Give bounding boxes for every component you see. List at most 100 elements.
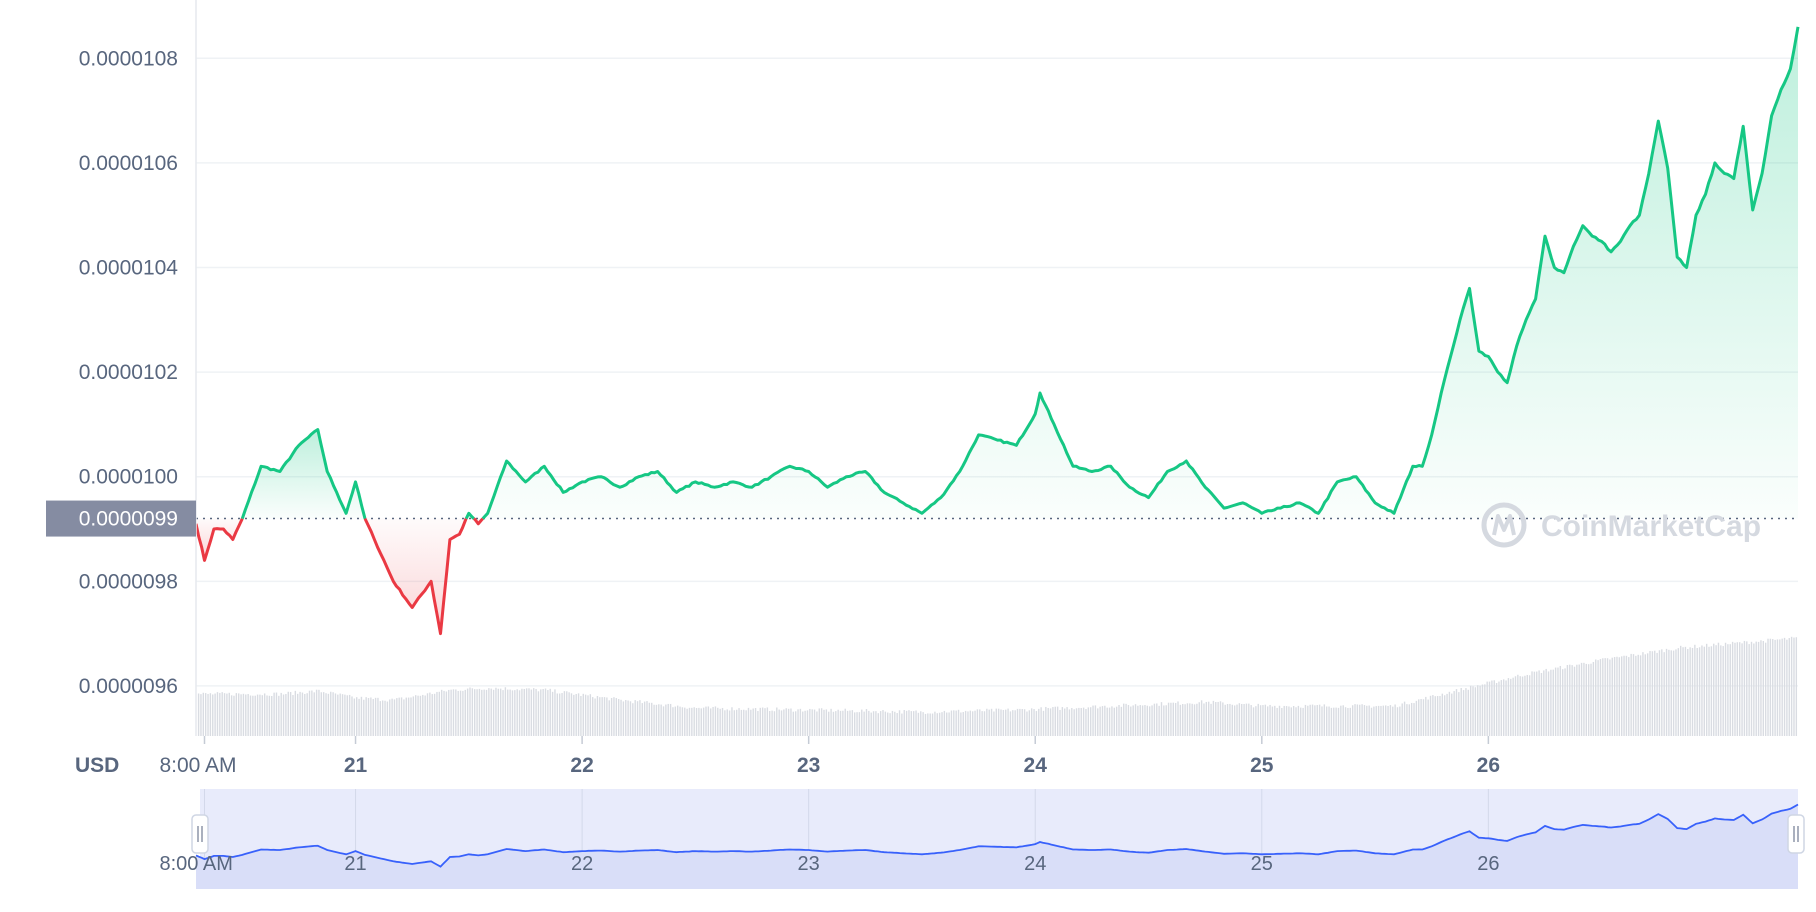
volume-bar xyxy=(1611,657,1613,736)
volume-bar xyxy=(1002,710,1005,736)
volume-bar xyxy=(1005,709,1007,736)
volume-bar xyxy=(1030,708,1033,736)
volume-bar xyxy=(964,710,967,736)
volume-bar xyxy=(499,688,502,736)
volume-bar xyxy=(271,695,273,736)
volume-bar xyxy=(1639,655,1642,736)
volume-bar xyxy=(1691,647,1694,736)
volume-bar xyxy=(1160,702,1163,736)
volume-bar xyxy=(835,711,837,736)
volume-bar xyxy=(910,711,913,736)
x-tick-label: 21 xyxy=(344,754,368,777)
volume-bar xyxy=(929,713,931,736)
volume-bar xyxy=(658,704,660,736)
volume-bar xyxy=(393,699,396,736)
volume-bar xyxy=(306,693,308,736)
volume-bar xyxy=(1045,706,1047,736)
volume-bar xyxy=(1311,704,1314,736)
volume-bar xyxy=(1637,654,1639,736)
volume-bar xyxy=(946,712,948,736)
volume-bar xyxy=(844,708,846,736)
volume-bar xyxy=(1779,639,1781,736)
volume-bar xyxy=(322,692,325,736)
volume-bar xyxy=(901,713,903,736)
volume-bar xyxy=(1734,642,1736,736)
volume-bar xyxy=(724,710,726,736)
navigator-tick-label: 26 xyxy=(1477,853,1499,875)
volume-bar xyxy=(1477,685,1479,736)
volume-bar xyxy=(1153,703,1156,736)
volume-bar xyxy=(995,708,997,736)
volume-bar xyxy=(1285,706,1288,736)
volume-bar xyxy=(1342,705,1344,736)
volume-bar xyxy=(448,689,450,736)
volume-bar xyxy=(254,695,256,736)
volume-bar xyxy=(936,713,938,736)
handle-body[interactable] xyxy=(1787,814,1805,854)
volume-bar xyxy=(1623,655,1625,736)
navigator[interactable]: 8:00 AM 21 22 23 24 25 26 xyxy=(159,789,1805,889)
volume-bar xyxy=(941,712,943,736)
volume-bar xyxy=(879,711,882,736)
volume-bar xyxy=(1774,639,1776,736)
volume-bar xyxy=(535,688,537,736)
line-up xyxy=(240,428,367,520)
volume-bar xyxy=(1259,705,1262,736)
volume-bar xyxy=(990,708,993,736)
volume-bar xyxy=(294,690,297,736)
volume-bar xyxy=(912,711,915,736)
volume-bar xyxy=(1604,658,1606,736)
volume-bar xyxy=(1255,706,1257,736)
volume-bar xyxy=(1064,708,1066,736)
volume-bar xyxy=(1543,670,1545,736)
volume-bar xyxy=(1337,707,1340,736)
volume-bar xyxy=(828,711,830,736)
volume-bar xyxy=(1635,655,1637,736)
volume-bar xyxy=(1262,705,1264,736)
volume-bar xyxy=(1578,664,1580,736)
volume-bar xyxy=(948,712,950,736)
handle-body[interactable] xyxy=(191,814,209,854)
volume-bar xyxy=(596,695,599,736)
volume-bar xyxy=(785,708,787,736)
volume-bar xyxy=(1134,704,1137,736)
x-tick-label: 22 xyxy=(570,754,593,777)
volume-bar xyxy=(653,704,655,736)
navigator-left-handle-icon[interactable] xyxy=(191,814,209,854)
y-tick-label: 0.0000100 xyxy=(79,466,178,489)
volume-bar xyxy=(839,710,842,736)
volume-bar xyxy=(617,699,620,736)
volume-bar xyxy=(1179,704,1182,736)
volume-bar xyxy=(853,712,856,736)
volume-bar xyxy=(1760,640,1762,736)
volume-bar xyxy=(1677,648,1680,736)
volume-bar xyxy=(636,701,639,736)
volume-bar xyxy=(1189,703,1191,736)
volume-bar xyxy=(660,704,662,736)
volume-bar xyxy=(1071,708,1073,736)
volume-bar xyxy=(374,697,377,736)
volume-bar xyxy=(1082,707,1085,736)
volume-bar xyxy=(1786,639,1788,736)
volume-bar xyxy=(1101,706,1104,736)
volume-bar xyxy=(915,710,917,736)
volume-bar xyxy=(662,706,665,736)
volume-bar xyxy=(1538,670,1540,736)
volume-bar xyxy=(1264,704,1267,736)
volume-bar xyxy=(714,706,717,736)
volume-bar xyxy=(1238,703,1241,736)
volume-bar xyxy=(1502,679,1505,736)
volume-bar xyxy=(1295,707,1297,736)
volume-bar xyxy=(1781,638,1783,736)
volume-bar xyxy=(993,711,995,736)
volume-bar xyxy=(1672,650,1675,736)
volume-bar xyxy=(981,711,983,736)
volume-bar xyxy=(1790,636,1793,736)
volume-bar xyxy=(1366,705,1368,736)
volume-bar xyxy=(1125,703,1127,736)
volume-bar xyxy=(462,690,464,736)
volume-bar xyxy=(681,707,684,736)
volume-bar xyxy=(1097,708,1099,736)
volume-bar xyxy=(1729,644,1731,736)
navigator-right-handle-icon[interactable] xyxy=(1787,814,1805,854)
